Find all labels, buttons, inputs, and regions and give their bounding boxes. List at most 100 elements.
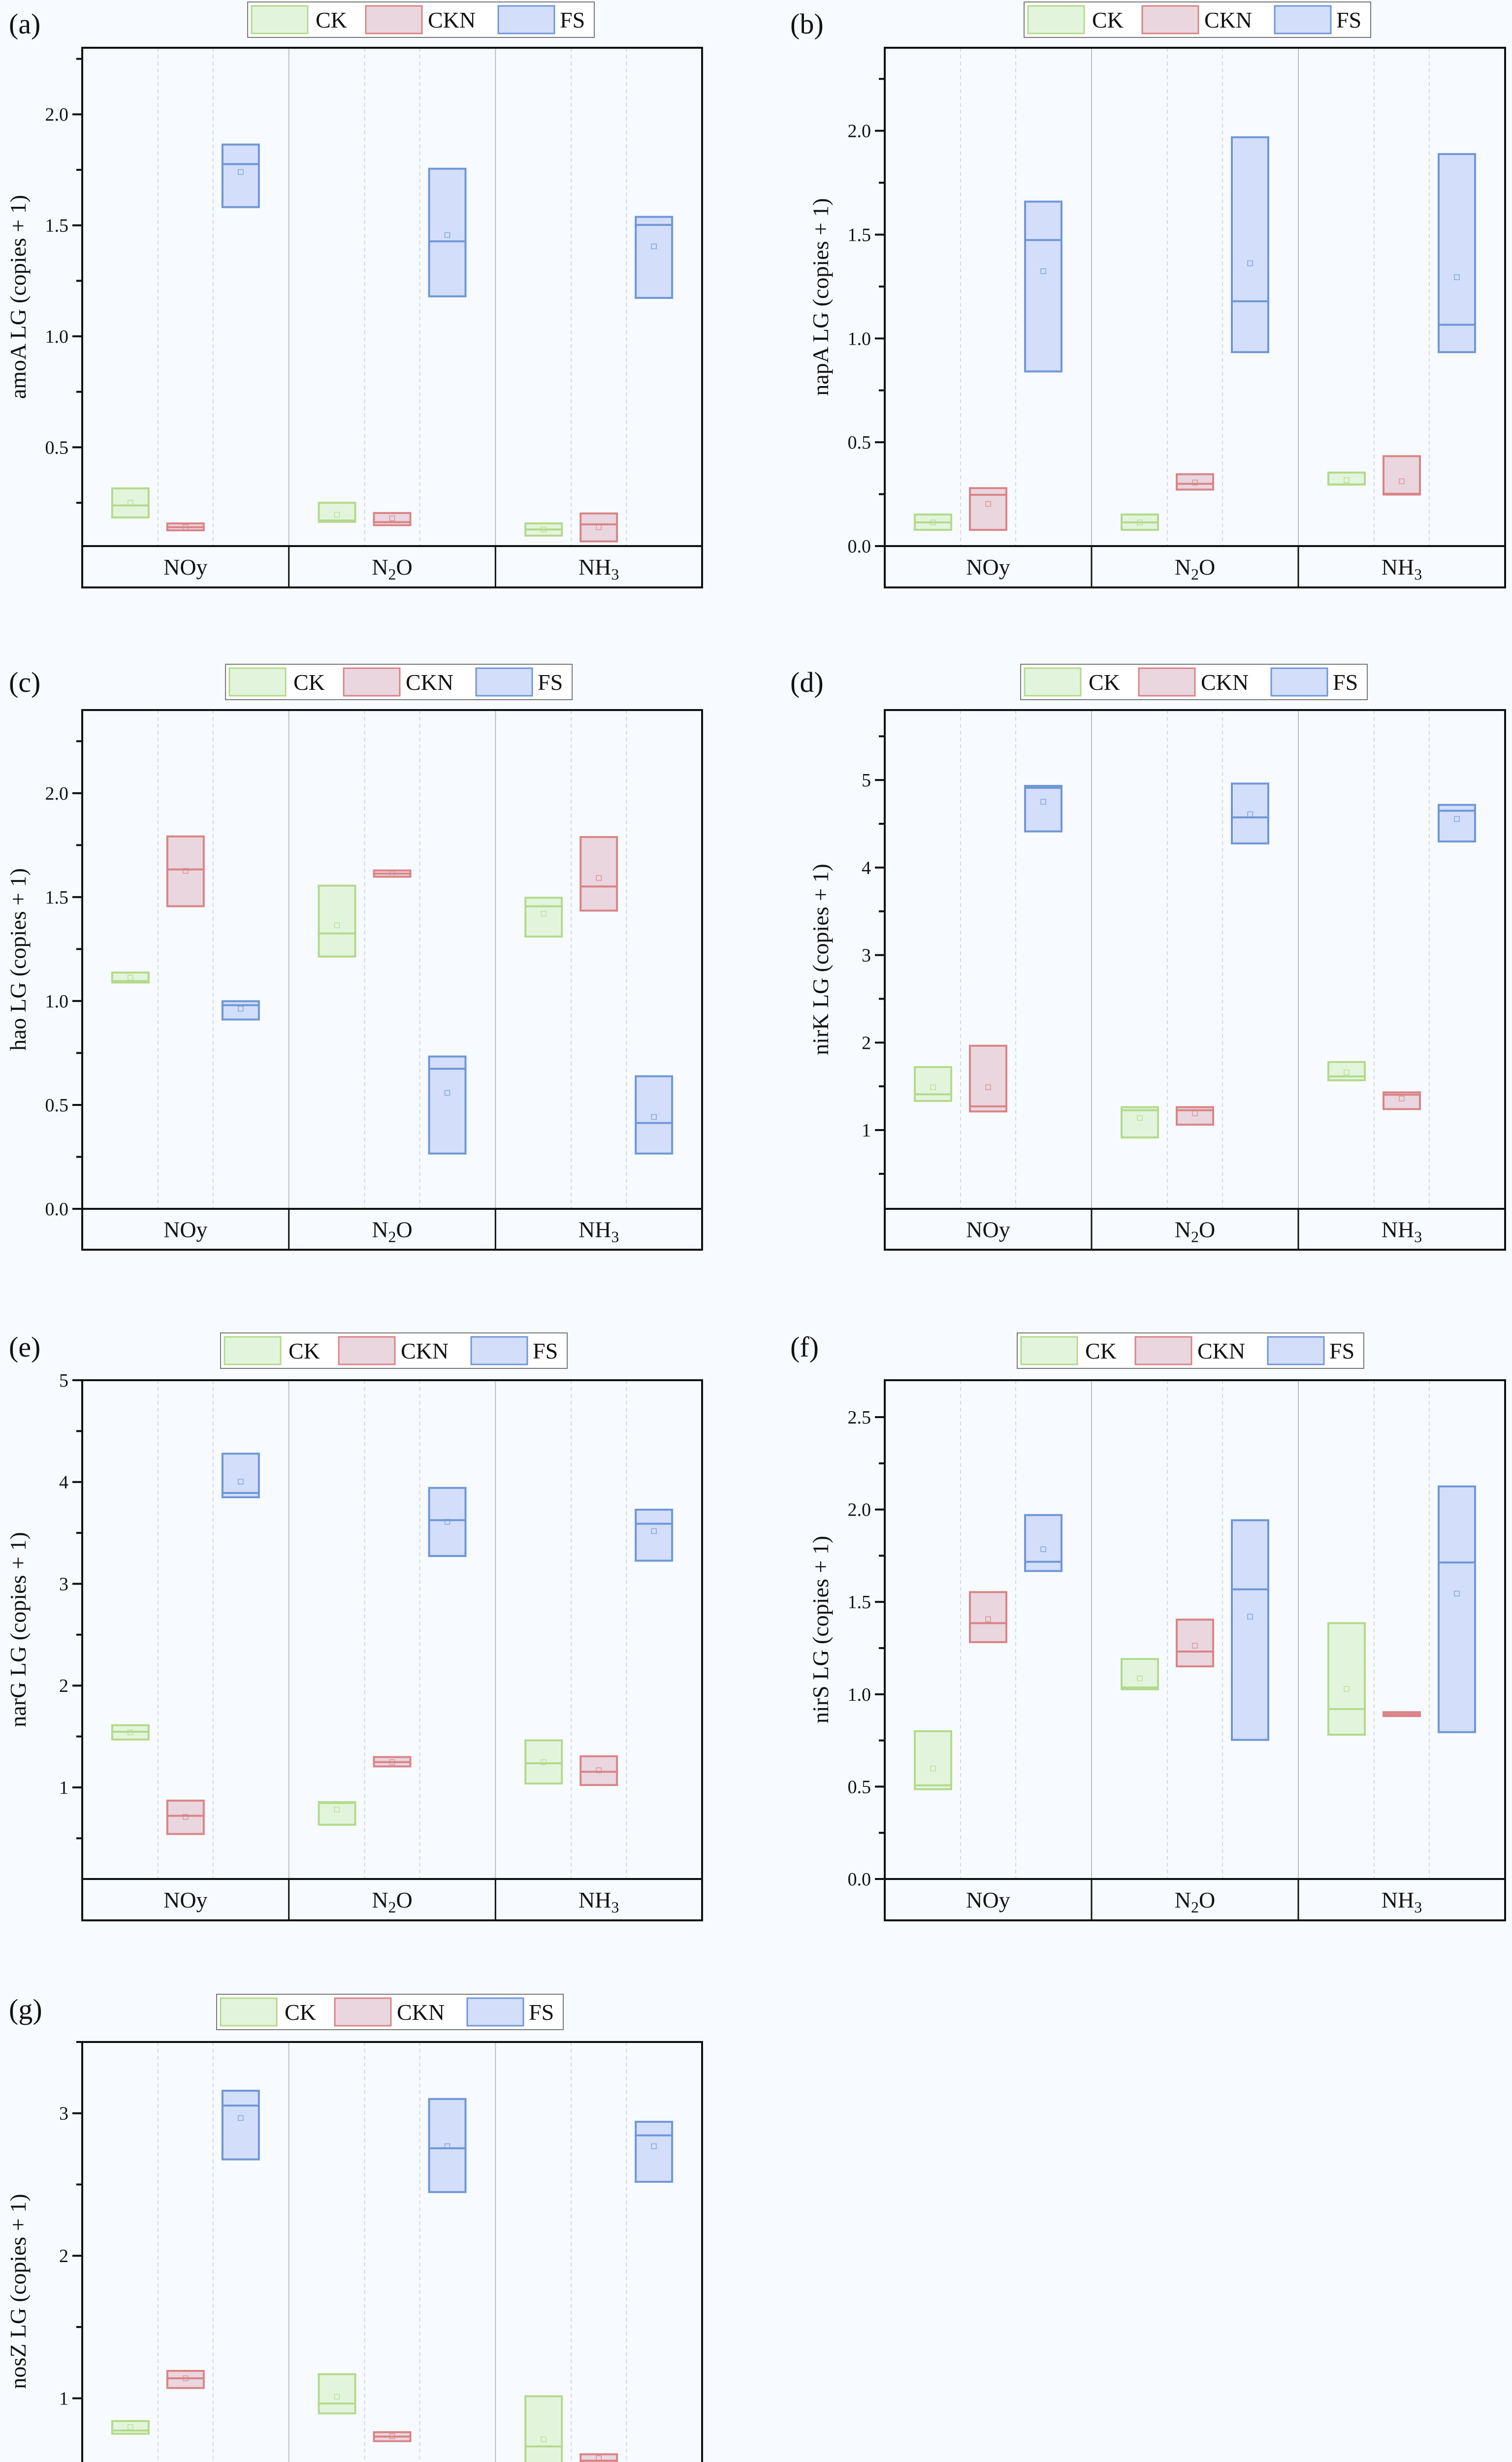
box-mean-marker: [334, 2394, 340, 2400]
y-tick-label: 1.5: [45, 216, 69, 236]
legend-label-fs: FS: [538, 670, 563, 695]
box-ckn-nh3: [1383, 455, 1421, 496]
box-ck-noy: [111, 487, 150, 518]
box-iqr: [221, 2089, 260, 2161]
box-iqr: [1327, 1622, 1366, 1736]
box-mean-marker: [1040, 268, 1046, 274]
box-ckn-noy: [166, 2370, 205, 2389]
category-label-subscript: 2: [1191, 1228, 1199, 1246]
category-label-subscript: 3: [1414, 565, 1422, 583]
box-mean-marker: [1192, 480, 1198, 486]
box-iqr: [1176, 473, 1214, 491]
box-mean-marker: [128, 500, 133, 506]
y-tick-label: 0.0: [45, 1199, 69, 1220]
legend: CK CKN FS: [247, 1, 595, 38]
legend-label-ckn: CKN: [1204, 7, 1252, 32]
panel-label: (b): [790, 8, 824, 40]
box-mean-marker: [651, 1528, 657, 1534]
y-tick-label: 5: [862, 770, 871, 791]
y-tick-label: 1.5: [848, 1592, 871, 1613]
box-iqr: [635, 1075, 674, 1155]
legend-label-fs: FS: [533, 1338, 558, 1363]
box-iqr: [1231, 1519, 1269, 1741]
box-ckn-nh3: [579, 512, 618, 543]
box-mean-marker: [596, 875, 602, 881]
panel-label: (f): [790, 1331, 819, 1363]
legend-swatch-ck: [224, 1336, 282, 1365]
panel-label: (c): [9, 666, 40, 698]
box-ck-noy: [111, 2420, 150, 2435]
box-mean-marker: [334, 512, 340, 518]
box-iqr: [1024, 200, 1062, 373]
category-label-subscript: 3: [611, 1228, 619, 1246]
category-label: NH3: [579, 1217, 619, 1246]
box-mean-marker: [541, 526, 547, 532]
box-ckn-nh3: [579, 2453, 618, 2462]
box-iqr: [318, 884, 356, 958]
box-iqr: [1438, 153, 1476, 354]
box-fs-nh3: [635, 1508, 674, 1562]
legend-label-ck: CK: [1092, 7, 1124, 32]
panel-label: (a): [9, 8, 40, 40]
legend-swatch-ck: [251, 5, 309, 34]
legend-swatch-ckn: [343, 667, 401, 697]
box-mean-marker: [1040, 1546, 1046, 1553]
y-tick-label: 1: [59, 2389, 68, 2409]
legend-swatch-ck: [1024, 667, 1082, 697]
y-axis-title: narG LG (copies + 1): [5, 1532, 31, 1727]
box-iqr: [318, 2373, 356, 2415]
category-label-base: N: [1175, 1217, 1191, 1242]
box-mean-marker: [541, 910, 547, 917]
y-tick-label: 2: [59, 1676, 68, 1696]
box-ckn-nh3: [1383, 1711, 1421, 1717]
legend-swatch-ckn: [1134, 1336, 1192, 1365]
category-label-tail: O: [1199, 1217, 1215, 1242]
box-fs-noy: [221, 1000, 260, 1021]
box-ck-nh3: [524, 2395, 563, 2462]
y-axis-title: nosZ LG (copies + 1): [5, 2194, 31, 2389]
panel-label: (g): [9, 1993, 42, 2025]
panel-b: 0.0 0.5 1.0 1.5 2.0 napA LG (copies + 1) NOy N2…: [790, 1, 1506, 588]
box-ck-n2o: [1121, 513, 1159, 531]
box-mean-marker: [389, 1759, 395, 1765]
box-fs-n2o: [428, 167, 467, 297]
box-ck-n2o: [1121, 1658, 1159, 1690]
y-axis-title: hao LG (copies + 1): [5, 868, 31, 1051]
legend-label-ck: CK: [1085, 1338, 1117, 1363]
y-axis-title: nirK LG (copies + 1): [808, 864, 833, 1055]
box-mean-marker: [183, 524, 189, 530]
box-mean-marker: [1344, 1069, 1350, 1075]
category-label: N2O: [372, 1217, 412, 1246]
y-tick-label: 2.5: [848, 1407, 871, 1428]
category-label: NOy: [966, 554, 1010, 580]
y-tick-label: 0.5: [848, 1777, 871, 1797]
legend-swatch-ck: [1020, 1336, 1078, 1365]
box-iqr: [111, 2420, 150, 2435]
category-label-base: N: [372, 1217, 388, 1242]
box-iqr: [373, 512, 412, 526]
box-mean-marker: [389, 871, 395, 876]
box-mean-marker: [1192, 1110, 1198, 1116]
box-fs-n2o: [1231, 136, 1269, 354]
box-fs-noy: [221, 1453, 260, 1498]
box-mean-marker: [444, 2143, 450, 2149]
category-label-subscript: 2: [388, 1898, 396, 1916]
box-iqr: [635, 2121, 674, 2183]
category-label: NOy: [163, 1887, 207, 1912]
box-ck-n2o: [318, 884, 356, 958]
box-ck-nh3: [524, 897, 563, 938]
box-mean-marker: [444, 1090, 450, 1096]
box-iqr: [524, 2395, 563, 2462]
box-mean-marker: [930, 1084, 936, 1090]
box-mean-marker: [596, 524, 602, 530]
y-tick-label: 2.0: [848, 1500, 871, 1521]
y-axis-title: amoA LG (copies + 1): [5, 195, 31, 399]
legend-swatch-fs: [1274, 5, 1332, 34]
category-label-base: N: [1175, 554, 1191, 580]
plot-area: [82, 1380, 702, 1920]
category-label-subscript: 3: [1414, 1228, 1422, 1246]
legend-swatch-fs: [1267, 1336, 1325, 1365]
box-iqr: [524, 1739, 563, 1785]
category-label-base: NH: [1382, 1217, 1414, 1242]
